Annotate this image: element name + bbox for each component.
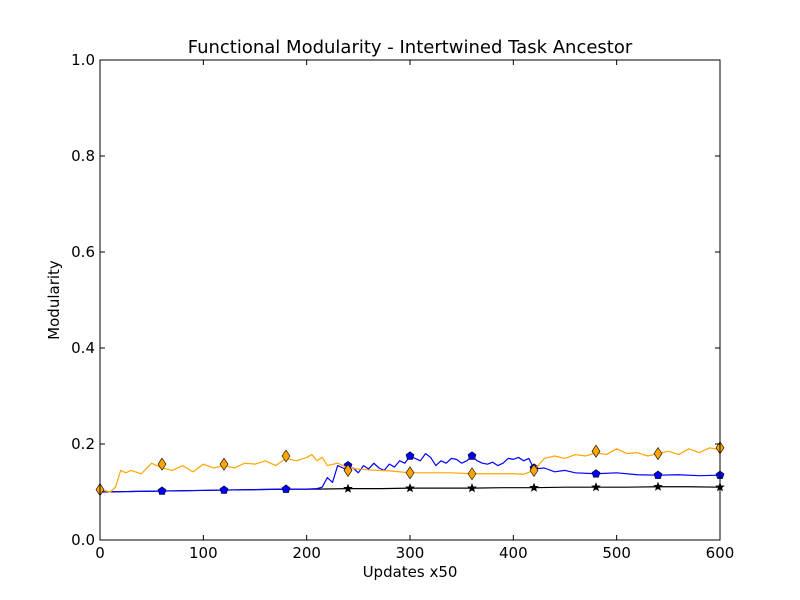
- series-2-marker: [653, 447, 663, 461]
- x-tick-label: 500: [602, 544, 631, 562]
- y-tick-label: 0.4: [71, 339, 95, 357]
- axes-ticks: 0 100 200 300 400 500 600 0.0 0.2 0.4 0.6 0.8 1.0: [71, 51, 734, 562]
- series-1-marker: [219, 485, 229, 494]
- series-1-marker: [157, 486, 167, 495]
- series-2-marker: [467, 467, 477, 481]
- series-0-marker: [467, 483, 477, 493]
- series-0-marker: [653, 481, 663, 491]
- x-tick-label: 600: [706, 544, 735, 562]
- series-1-marker: [591, 469, 601, 478]
- y-tick-label: 0.6: [71, 243, 95, 261]
- series-0-marker: [529, 482, 539, 492]
- series-2-marker: [591, 444, 601, 458]
- series-2-marker: [529, 463, 539, 477]
- y-tick-label: 0.0: [71, 531, 95, 549]
- series-0-marker: [405, 483, 415, 493]
- x-tick-label: 0: [95, 544, 105, 562]
- series-1-marker: [281, 484, 291, 493]
- series-2-marker: [281, 449, 291, 463]
- series-0-marker: [591, 482, 601, 492]
- series-2-marker: [157, 457, 167, 471]
- x-tick-label: 300: [396, 544, 425, 562]
- x-axis-label: Updates x50: [363, 563, 458, 581]
- series-2-line: [99, 447, 721, 493]
- plot-area: [95, 441, 725, 497]
- y-axis-label: Modularity: [45, 260, 63, 340]
- series-0-marker: [343, 483, 353, 493]
- y-tick-label: 0.8: [71, 147, 95, 165]
- series-2-marker: [219, 457, 229, 471]
- x-tick-label: 200: [292, 544, 321, 562]
- x-tick-label: 100: [189, 544, 218, 562]
- series-2-marker: [405, 466, 415, 480]
- series-2-marker: [343, 463, 353, 477]
- x-tick-label: 400: [499, 544, 528, 562]
- y-tick-label: 0.2: [71, 435, 95, 453]
- series-1-marker: [653, 470, 663, 479]
- y-tick-label: 1.0: [71, 51, 95, 69]
- chart-title: Functional Modularity - Intertwined Task…: [188, 37, 633, 58]
- series-1-marker: [467, 451, 477, 460]
- series-1-marker: [405, 451, 415, 460]
- series-1-line: [99, 453, 721, 493]
